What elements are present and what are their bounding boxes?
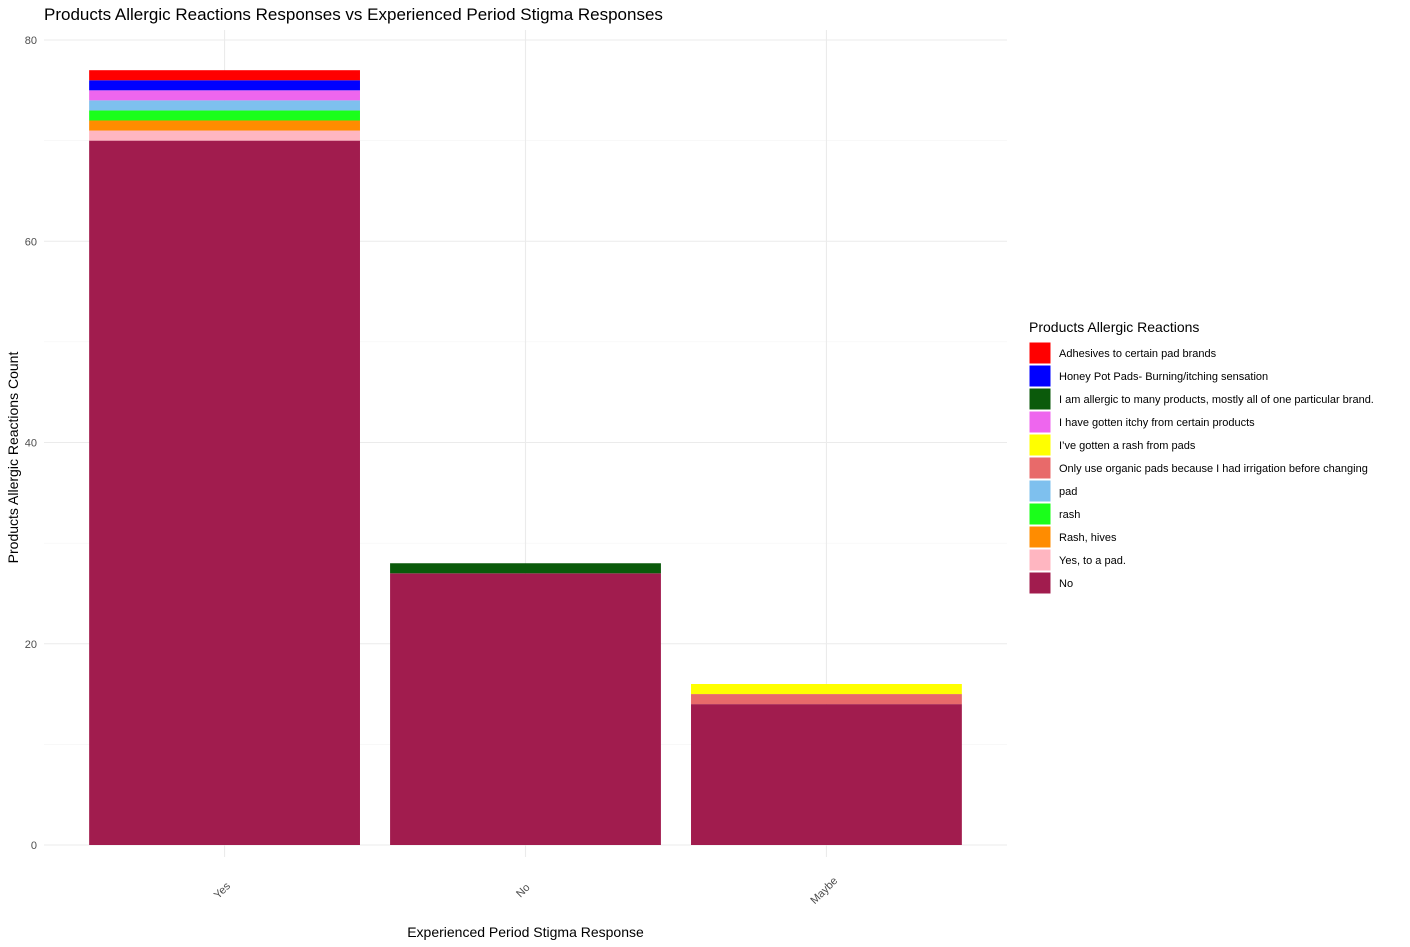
y-tick-label: 80 bbox=[25, 35, 37, 47]
legend-label-only-use-organic-pads-because-i-had-irrigation-before-changing: Only use organic pads because I had irri… bbox=[1059, 463, 1368, 475]
x-tick-label-maybe: Maybe bbox=[808, 875, 840, 907]
legend-label-no: No bbox=[1059, 578, 1073, 590]
y-tick-label: 0 bbox=[31, 840, 37, 852]
legend-swatch-honey-pot-pads-burning-itching-sensation bbox=[1028, 364, 1052, 388]
legend-label-adhesives-to-certain-pad-brands: Adhesives to certain pad brands bbox=[1059, 348, 1217, 360]
bars bbox=[89, 70, 962, 845]
bar-segment-no-i-am-allergic-to-many-products-mostly-all-of-one-particular-brand bbox=[390, 563, 661, 574]
x-tick-label-no: No bbox=[514, 882, 532, 900]
x-axis-title: Experienced Period Stigma Response bbox=[407, 924, 644, 940]
y-axis-ticks: 0 20 40 60 80 bbox=[25, 35, 37, 852]
legend-swatch-yes-to-a-pad bbox=[1028, 548, 1052, 572]
legend-label-rash: rash bbox=[1059, 509, 1080, 521]
y-axis-title: Products Allergic Reactions Count bbox=[5, 352, 21, 564]
bar-segment-yes-rash-hives bbox=[89, 120, 360, 131]
legend: Products Allergic Reactions Adhesives to… bbox=[1028, 319, 1374, 595]
legend-swatch-i-ve-gotten-a-rash-from-pads bbox=[1028, 433, 1052, 457]
bar-segment-yes-yes-to-a-pad bbox=[89, 130, 360, 141]
bar-segment-no-no bbox=[390, 573, 661, 845]
legend-swatch-rash bbox=[1028, 502, 1052, 526]
legend-label-yes-to-a-pad: Yes, to a pad. bbox=[1059, 555, 1126, 567]
bar-segment-yes-honey-pot-pads-burning-itching-sensation bbox=[89, 80, 360, 91]
chart-title: Products Allergic Reactions Responses vs… bbox=[44, 5, 663, 24]
legend-swatch-i-have-gotten-itchy-from-certain-products bbox=[1028, 410, 1052, 434]
bar-segment-maybe-no bbox=[691, 704, 962, 845]
legend-label-i-am-allergic-to-many-products-mostly-all-of-one-particular-brand: I am allergic to many products, mostly a… bbox=[1059, 394, 1374, 406]
x-tick-label-yes: Yes bbox=[212, 880, 234, 902]
legend-swatch-no bbox=[1028, 571, 1052, 595]
y-tick-label: 40 bbox=[25, 438, 37, 450]
legend-swatch-rash-hives bbox=[1028, 525, 1052, 549]
bar-segment-yes-i-have-gotten-itchy-from-certain-products bbox=[89, 90, 360, 101]
bar-segment-yes-pad bbox=[89, 100, 360, 111]
legend-label-i-ve-gotten-a-rash-from-pads: I’ve gotten a rash from pads bbox=[1059, 440, 1196, 452]
legend-label-i-have-gotten-itchy-from-certain-products: I have gotten itchy from certain product… bbox=[1059, 417, 1255, 429]
legend-title: Products Allergic Reactions bbox=[1029, 319, 1199, 335]
bar-segment-maybe-i-ve-gotten-a-rash-from-pads bbox=[691, 684, 962, 695]
legend-label-pad: pad bbox=[1059, 486, 1077, 498]
y-tick-label: 60 bbox=[25, 236, 37, 248]
legend-swatch-adhesives-to-certain-pad-brands bbox=[1028, 341, 1052, 365]
legend-swatch-pad bbox=[1028, 479, 1052, 503]
legend-swatch-only-use-organic-pads-because-i-had-irrigation-before-changing bbox=[1028, 456, 1052, 480]
x-axis-ticks: Yes No Maybe bbox=[212, 875, 840, 907]
bar-segment-yes-no bbox=[89, 140, 360, 845]
bar-segment-maybe-only-use-organic-pads-because-i-had-irrigation-before-changing bbox=[691, 694, 962, 705]
bar-segment-yes-rash bbox=[89, 110, 360, 121]
legend-swatch-i-am-allergic-to-many-products-mostly-all-of-one-particular-brand bbox=[1028, 387, 1052, 411]
bar-segment-yes-adhesives-to-certain-pad-brands bbox=[89, 70, 360, 81]
y-tick-label: 20 bbox=[25, 639, 37, 651]
legend-label-honey-pot-pads-burning-itching-sensation: Honey Pot Pads- Burning/itching sensatio… bbox=[1059, 371, 1268, 383]
legend-label-rash-hives: Rash, hives bbox=[1059, 532, 1117, 544]
